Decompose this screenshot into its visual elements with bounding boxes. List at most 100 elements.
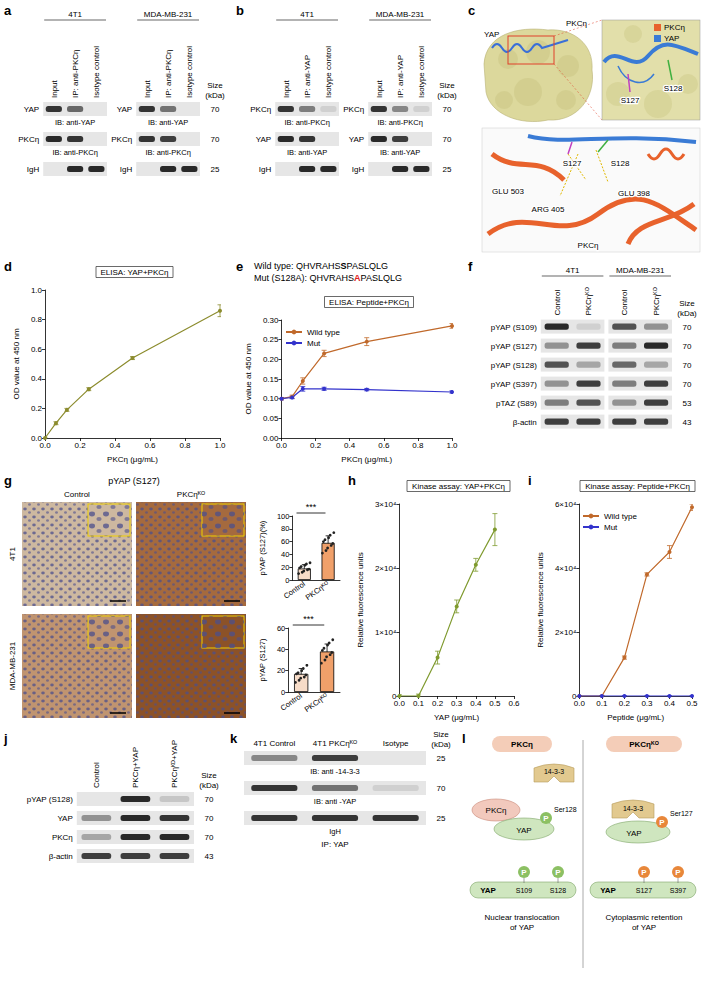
svg-text:MDA-MB-231: MDA-MB-231 bbox=[616, 266, 665, 275]
svg-text:70: 70 bbox=[683, 342, 692, 351]
svg-text:70: 70 bbox=[443, 105, 452, 114]
svg-text:20: 20 bbox=[281, 563, 289, 572]
svg-text:PKCη: PKCη bbox=[578, 241, 599, 250]
svg-text:(kDa): (kDa) bbox=[205, 91, 225, 100]
svg-text:Control: Control bbox=[620, 290, 629, 316]
svg-text:0.3: 0.3 bbox=[641, 699, 653, 708]
svg-text:25: 25 bbox=[437, 754, 446, 763]
svg-text:IgH: IgH bbox=[329, 827, 341, 836]
svg-text:P: P bbox=[555, 868, 561, 877]
svg-text:PKCηᴷᴰ+YAP: PKCηᴷᴰ+YAP bbox=[170, 740, 179, 788]
svg-text:PKCη (μg/mL): PKCη (μg/mL) bbox=[107, 455, 158, 464]
svg-text:IgH: IgH bbox=[259, 165, 272, 174]
svg-text:70: 70 bbox=[211, 105, 220, 114]
svg-text:PKCη: PKCη bbox=[566, 19, 587, 28]
svg-text:P: P bbox=[521, 868, 527, 877]
svg-text:4T1 Control: 4T1 Control bbox=[253, 739, 295, 748]
svg-text:70: 70 bbox=[437, 784, 446, 793]
svg-text:0.2: 0.2 bbox=[432, 699, 444, 708]
svg-text:Input: Input bbox=[143, 79, 152, 98]
svg-text:0.6: 0.6 bbox=[144, 441, 156, 450]
svg-text:70: 70 bbox=[683, 323, 692, 332]
svg-text:P: P bbox=[659, 818, 665, 827]
svg-text:Cytoplasmic retention: Cytoplasmic retention bbox=[606, 913, 683, 922]
svg-text:3×10⁴: 3×10⁴ bbox=[375, 500, 397, 509]
svg-text:0: 0 bbox=[281, 688, 285, 697]
svg-text:IB: anti -YAP: IB: anti -YAP bbox=[314, 797, 356, 806]
svg-text:β-actin: β-actin bbox=[513, 418, 537, 427]
svg-text:S109: S109 bbox=[516, 887, 532, 894]
svg-text:Control: Control bbox=[92, 762, 101, 788]
svg-text:S128: S128 bbox=[611, 159, 630, 168]
svg-text:43: 43 bbox=[205, 852, 214, 861]
svg-text:Input: Input bbox=[375, 79, 384, 98]
svg-text:IB: anti-YAP: IB: anti-YAP bbox=[287, 148, 327, 157]
svg-text:Relative fluorescence units: Relative fluorescence units bbox=[536, 552, 545, 648]
svg-text:MDA-MB-231: MDA-MB-231 bbox=[144, 10, 193, 19]
svg-text:(kDa): (kDa) bbox=[431, 740, 451, 749]
svg-text:0.5: 0.5 bbox=[686, 699, 698, 708]
svg-text:PKCηᴷᴼ: PKCηᴷᴼ bbox=[585, 287, 594, 315]
svg-text:Input: Input bbox=[50, 79, 59, 98]
svg-text:Wild type: Wild type bbox=[307, 328, 340, 337]
svg-text:Ser127: Ser127 bbox=[670, 810, 693, 817]
svg-text:PKCη: PKCη bbox=[486, 806, 507, 815]
svg-text:100: 100 bbox=[277, 512, 290, 521]
svg-text:0.2: 0.2 bbox=[310, 441, 322, 450]
svg-text:0.0: 0.0 bbox=[276, 441, 288, 450]
svg-text:4T1: 4T1 bbox=[566, 266, 580, 275]
svg-text:Kinase assay: Peptide+PKCη: Kinase assay: Peptide+PKCη bbox=[585, 482, 690, 491]
svg-text:IP: anti-YAP: IP: anti-YAP bbox=[303, 55, 312, 98]
svg-text:pYAP (S109): pYAP (S109) bbox=[491, 323, 537, 332]
svg-text:pYAP (S127)(%): pYAP (S127)(%) bbox=[258, 520, 267, 575]
svg-text:IB: anti-PKCη: IB: anti-PKCη bbox=[284, 118, 329, 127]
svg-text:4×10⁴: 4×10⁴ bbox=[555, 564, 577, 573]
svg-text:0.1: 0.1 bbox=[596, 699, 608, 708]
svg-text:Isotype: Isotype bbox=[383, 739, 409, 748]
svg-text:PKCηᴷᴼ: PKCηᴷᴼ bbox=[652, 287, 661, 315]
svg-text:YAP: YAP bbox=[484, 30, 499, 39]
svg-text:IB: anti-PKCη: IB: anti-PKCη bbox=[145, 148, 190, 157]
svg-text:0.0: 0.0 bbox=[39, 441, 51, 450]
svg-text:YAP: YAP bbox=[480, 886, 496, 895]
svg-text:PKCη: PKCη bbox=[664, 23, 685, 32]
svg-text:Control: Control bbox=[279, 691, 304, 712]
svg-text:PKCη: PKCη bbox=[18, 135, 39, 144]
svg-text:0.4: 0.4 bbox=[109, 441, 121, 450]
svg-text:25: 25 bbox=[211, 165, 220, 174]
svg-text:0.20: 0.20 bbox=[263, 355, 279, 364]
svg-text:IB: anti -14-3-3: IB: anti -14-3-3 bbox=[310, 767, 360, 776]
svg-text:Size: Size bbox=[439, 81, 455, 90]
svg-text:IB: anti-YAP: IB: anti-YAP bbox=[148, 118, 188, 127]
svg-text:Size: Size bbox=[207, 81, 223, 90]
svg-text:43: 43 bbox=[683, 418, 692, 427]
svg-text:YAP: YAP bbox=[256, 135, 271, 144]
svg-text:70: 70 bbox=[211, 135, 220, 144]
svg-text:40: 40 bbox=[281, 550, 289, 559]
svg-text:70: 70 bbox=[205, 814, 214, 823]
svg-text:4T1: 4T1 bbox=[300, 10, 314, 19]
svg-text:40: 40 bbox=[277, 645, 285, 654]
svg-text:0.8: 0.8 bbox=[412, 441, 424, 450]
svg-text:(kDa): (kDa) bbox=[437, 91, 457, 100]
svg-text:0.15: 0.15 bbox=[263, 375, 279, 384]
svg-text:YAP: YAP bbox=[24, 105, 39, 114]
svg-text:Input: Input bbox=[282, 79, 291, 98]
svg-text:PKCη: PKCη bbox=[511, 740, 533, 749]
svg-text:2×10⁴: 2×10⁴ bbox=[375, 564, 397, 573]
svg-text:80: 80 bbox=[281, 524, 289, 533]
svg-text:IB: anti-YAP: IB: anti-YAP bbox=[380, 148, 420, 157]
svg-text:Control: Control bbox=[282, 579, 307, 600]
svg-text:PKCη: PKCη bbox=[52, 833, 73, 842]
svg-text:of YAP: of YAP bbox=[510, 923, 534, 932]
svg-text:S127: S127 bbox=[621, 96, 640, 105]
svg-text:YAP: YAP bbox=[516, 826, 531, 835]
svg-text:0.5: 0.5 bbox=[489, 699, 501, 708]
svg-text:OD value at 450 nm: OD value at 450 nm bbox=[244, 343, 253, 414]
svg-text:PKCηᴷᴼ: PKCηᴷᴼ bbox=[629, 740, 659, 749]
svg-text:***: *** bbox=[306, 502, 317, 512]
svg-text:0.25: 0.25 bbox=[263, 335, 279, 344]
svg-text:YAP: YAP bbox=[117, 105, 132, 114]
svg-text:Size: Size bbox=[679, 299, 695, 308]
svg-text:1.0: 1.0 bbox=[446, 441, 458, 450]
